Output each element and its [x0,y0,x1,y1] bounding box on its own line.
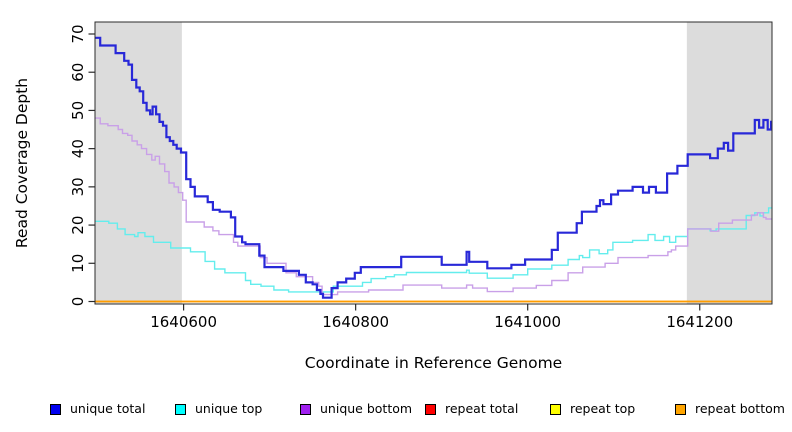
legend-label: unique bottom [320,401,413,416]
y-tick-label: 70 [69,24,87,43]
legend-item-unique-total: unique total [50,399,145,419]
y-tick-label: 30 [69,177,87,196]
y-tick-label: 0 [69,297,87,307]
x-tick-label: 1640800 [322,313,389,331]
y-tick-label: 10 [69,254,87,273]
series-line-unique-top [95,207,772,293]
legend-label: unique total [70,401,146,416]
legend-swatch-repeat-bottom [675,403,686,415]
legend-item-repeat-bottom: repeat bottom [675,399,785,419]
y-tick-label: 50 [69,101,87,120]
y-tick-label: 40 [69,139,87,158]
legend-label: unique top [195,401,263,416]
shaded-region [95,22,182,304]
legend-item-repeat-total: repeat total [425,399,518,419]
x-tick-label: 1641200 [666,313,733,331]
legend-label: repeat total [445,401,519,416]
shaded-region [686,22,772,304]
y-axis-title: Read Coverage Depth [13,78,31,248]
x-axis-title: Coordinate in Reference Genome [305,354,562,372]
legend-item-unique-top: unique top [175,399,262,419]
y-tick-label: 20 [69,216,87,235]
x-tick-label: 1640600 [150,313,217,331]
legend-swatch-unique-total [50,403,61,415]
plot-legend: unique total unique top unique bottom re… [0,399,792,421]
y-tick-label: 60 [69,63,87,82]
legend-label: repeat bottom [695,401,785,416]
legend-item-unique-bottom: unique bottom [300,399,412,419]
legend-swatch-repeat-total [425,403,436,415]
legend-swatch-unique-top [175,403,186,415]
plot-frame [94,21,773,305]
series-line-unique-total [95,36,773,299]
legend-label: repeat top [570,401,636,416]
legend-swatch-repeat-top [550,403,561,415]
legend-item-repeat-top: repeat top [550,399,635,419]
x-tick-label: 1641000 [494,313,561,331]
legend-swatch-unique-bottom [300,403,311,415]
series-line-unique-bottom [95,117,772,296]
